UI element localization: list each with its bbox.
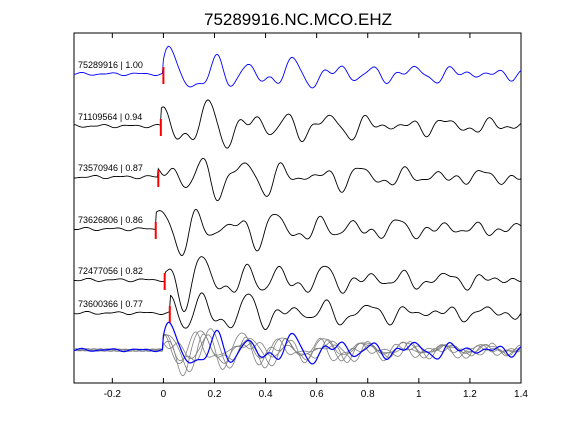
trace-label: 71109564 | 0.94 [78, 112, 142, 122]
waveform-trace [74, 208, 522, 257]
x-tick-label: 0.4 [259, 389, 273, 400]
plot-frame [73, 32, 522, 384]
x-tick-label: 1 [416, 389, 422, 400]
waveform-trace [73, 157, 522, 202]
trace-label: 73626806 | 0.86 [78, 215, 143, 225]
trace-label: 72477056 | 0.82 [78, 266, 143, 276]
stacked-trace [73, 333, 522, 373]
waveform-trace [73, 292, 522, 330]
trace-label: 73600366 | 0.77 [78, 299, 143, 309]
waveform-trace [73, 45, 522, 89]
trace-label: 73570946 | 0.87 [78, 163, 143, 173]
stacked-reference-trace [73, 321, 522, 365]
x-tick-label: 0 [161, 389, 167, 400]
x-axis: -0.2 0 0.2 0.4 0.6 0.8 1 1.2 1.4 [104, 33, 528, 400]
x-tick-label: -0.2 [104, 389, 122, 400]
chart-title: 75289916.NC.MCO.EHZ [204, 10, 392, 29]
x-tick-label: 0.8 [361, 389, 375, 400]
waveform-trace [74, 256, 522, 312]
x-tick-label: 0.6 [310, 389, 324, 400]
x-tick-label: 1.2 [463, 389, 477, 400]
traces-group: 75289916 | 1.00 71109564 | 0.94 73570946 |… [73, 45, 522, 377]
x-tick-label: 0.2 [208, 389, 222, 400]
trace-label: 75289916 | 1.00 [78, 60, 143, 70]
waveform-trace [73, 99, 522, 149]
x-tick-label: 1.4 [514, 389, 528, 400]
